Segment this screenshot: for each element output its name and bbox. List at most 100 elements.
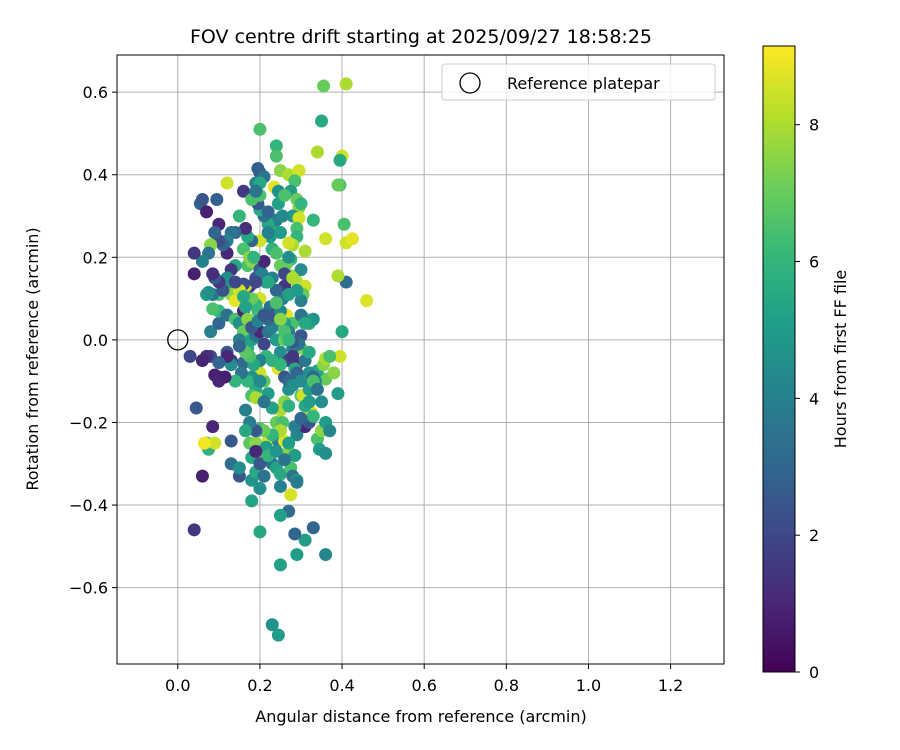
data-point <box>302 345 316 359</box>
data-point <box>195 469 209 483</box>
data-point <box>273 467 287 481</box>
data-point <box>208 436 222 450</box>
data-point <box>294 294 308 308</box>
data-point <box>257 308 271 322</box>
x-axis-label: Angular distance from reference (arcmin) <box>255 707 586 726</box>
reference-platepar-marker <box>167 329 189 351</box>
data-point <box>253 457 267 471</box>
y-tick-label: 0.6 <box>83 83 108 102</box>
legend-entry-reference: Reference platepar <box>507 74 660 93</box>
data-point <box>220 176 234 190</box>
data-point <box>337 217 351 231</box>
data-point <box>331 178 345 192</box>
data-point <box>284 488 298 502</box>
data-point <box>239 403 253 417</box>
data-point <box>335 325 349 339</box>
colorbar-gradient <box>762 45 796 673</box>
data-point <box>331 387 345 401</box>
data-point <box>333 153 347 167</box>
plot-frame <box>116 54 725 665</box>
chart-title: FOV centre drift starting at 2025/09/27 … <box>190 26 652 48</box>
x-tick-label: 1.0 <box>576 676 601 695</box>
data-point <box>253 525 267 539</box>
data-point <box>310 145 324 159</box>
y-tick-label: −0.6 <box>69 579 108 598</box>
data-point <box>273 479 287 493</box>
data-point <box>202 285 216 299</box>
data-point <box>290 283 304 297</box>
data-point <box>306 521 320 535</box>
legend-box <box>441 63 716 101</box>
y-tick-label: 0.2 <box>83 248 108 267</box>
data-point <box>269 296 283 310</box>
data-point <box>257 395 271 409</box>
data-point <box>282 333 296 347</box>
data-point <box>327 366 341 380</box>
data-point <box>298 244 312 258</box>
y-tick-label: 0.0 <box>83 331 108 350</box>
data-point <box>269 444 283 458</box>
data-point <box>323 424 337 438</box>
data-point <box>269 139 283 153</box>
data-point <box>319 446 333 460</box>
x-tick-label: 1.2 <box>658 676 683 695</box>
data-point <box>345 232 359 246</box>
data-point <box>257 337 271 351</box>
data-point <box>269 283 283 297</box>
data-point <box>288 448 302 462</box>
x-tick-label: 0.4 <box>329 676 354 695</box>
data-point <box>206 302 220 316</box>
data-point <box>271 628 285 642</box>
data-point <box>319 548 333 562</box>
colorbar-ticks: 0 2 4 6 8 <box>795 116 819 682</box>
x-tick-label: 0.6 <box>411 676 436 695</box>
data-point <box>195 354 209 368</box>
data-point <box>261 205 275 219</box>
data-point <box>282 436 296 450</box>
data-point <box>306 409 320 423</box>
data-point <box>197 436 211 450</box>
data-points <box>167 77 374 642</box>
data-point <box>292 211 306 225</box>
data-point <box>294 374 308 388</box>
data-point <box>315 395 329 409</box>
legend: Reference platepar <box>441 63 716 101</box>
data-point <box>212 356 226 370</box>
data-point <box>228 275 242 289</box>
y-axis-label: Rotation from reference (arcmin) <box>23 227 42 490</box>
x-tick-label: 0.8 <box>494 676 519 695</box>
data-point <box>273 508 287 522</box>
data-point <box>210 193 224 207</box>
x-axis-ticks: 0.0 0.2 0.4 0.6 0.8 1.0 1.2 <box>165 664 683 695</box>
data-point <box>187 267 201 281</box>
data-point <box>310 382 324 396</box>
colorbar-tick-label: 8 <box>809 116 819 135</box>
data-point <box>249 184 263 198</box>
data-point <box>286 349 300 363</box>
data-point <box>257 469 271 483</box>
data-point <box>331 269 345 283</box>
data-point <box>269 149 283 163</box>
data-point <box>245 494 259 508</box>
data-point <box>273 312 287 326</box>
data-point <box>249 275 263 289</box>
data-point <box>261 275 275 289</box>
data-point <box>294 411 308 425</box>
data-point <box>360 294 374 308</box>
y-tick-label: −0.2 <box>69 413 108 432</box>
data-point <box>261 226 275 240</box>
data-point <box>278 453 292 467</box>
data-point <box>236 290 250 304</box>
data-point <box>239 221 253 235</box>
colorbar-tick-label: 4 <box>809 389 819 408</box>
data-point <box>257 254 271 268</box>
data-point <box>232 339 246 353</box>
data-point <box>212 316 226 330</box>
data-point <box>232 461 246 475</box>
data-point <box>218 370 232 384</box>
data-point <box>286 271 300 285</box>
data-point <box>189 401 203 415</box>
data-point <box>204 325 218 339</box>
colorbar: 0 2 4 6 8 Hours from first FF file <box>762 45 850 682</box>
data-point <box>228 374 242 388</box>
